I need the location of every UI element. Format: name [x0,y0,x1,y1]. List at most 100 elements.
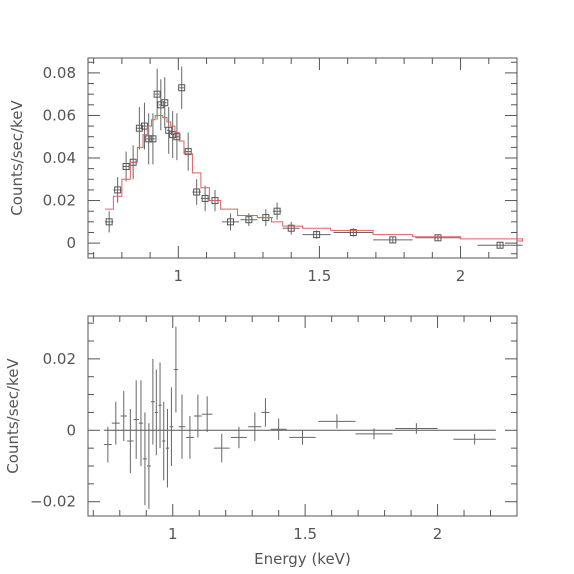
data-point [415,234,461,242]
x-tick-label: 1 [168,525,178,543]
y-tick-label: 0 [66,234,76,252]
data-point [158,362,162,449]
data-point [165,408,170,488]
data-point [162,401,166,481]
bottom-panel-residuals: 1 1.5 2 −0.02 0 0.02 Counts/sec/keV Energy (k… [4,315,518,568]
data-point [142,412,148,506]
bottom-plot-frame [87,315,518,517]
square-marker [201,194,209,202]
x-tick-label: 2 [456,267,466,285]
square-marker [245,216,253,224]
data-point [395,423,438,434]
data-point [201,396,213,433]
square-marker [169,131,177,139]
bottom-x-axis-label: Energy (keV) [254,550,351,568]
data-point [477,241,523,249]
y-tick-label: 0.04 [43,149,76,167]
top-tick-labels: 1 1.5 2 0 0.02 0.04 0.06 0.08 [43,64,466,285]
square-marker [184,148,192,156]
data-point [113,177,122,203]
data-point [178,66,186,110]
square-marker [389,236,397,244]
data-point [161,77,169,129]
data-point [153,68,161,120]
square-marker [122,163,130,171]
square-marker [178,84,186,92]
data-point [103,426,112,463]
data-point [231,426,247,449]
square-marker [157,101,165,109]
data-point [184,132,192,171]
square-marker [496,241,504,249]
data-point [270,418,287,440]
square-marker [313,231,321,239]
data-point [154,369,158,456]
x-tick-label: 1.5 [293,525,317,543]
data-point [282,221,300,235]
top-model-curve [104,114,524,242]
data-point [213,433,230,463]
square-marker [434,234,442,242]
data-point [289,430,316,445]
x-tick-label: 2 [433,525,443,543]
data-point [373,236,413,244]
data-point [248,412,262,441]
data-point [120,391,127,441]
data-point [222,213,239,231]
top-panel-spectrum: 1 1.5 2 0 0.02 0.04 0.06 0.08 Counts/sec/keV [8,57,524,285]
y-tick-label: 0.02 [43,350,76,368]
data-point [173,326,179,413]
square-marker [193,188,201,196]
data-point [140,102,148,150]
x-tick-label: 1 [174,267,184,285]
data-point [133,380,139,459]
data-point [200,185,210,212]
data-point [453,433,496,445]
data-point [272,202,282,220]
x-tick-label: 1.5 [308,267,332,285]
data-point [169,387,174,466]
data-point [135,106,143,150]
square-marker [114,186,122,194]
data-point [192,179,201,205]
data-point [169,111,177,158]
data-point [111,401,120,445]
top-y-axis-label: Counts/sec/keV [8,100,26,216]
square-marker [349,228,357,236]
data-point [261,398,270,427]
square-marker [273,207,281,215]
top-data-points [104,66,523,249]
top-axis-ticks [88,58,518,258]
y-tick-label: 0.08 [43,64,76,82]
data-point [138,380,144,466]
square-marker [135,124,143,132]
square-marker [287,224,295,232]
data-point [127,408,134,474]
data-point [122,151,130,182]
bottom-tick-labels: 1 1.5 2 −0.02 0 0.02 [30,350,442,543]
y-tick-label: 0.06 [43,106,76,124]
square-marker [173,133,181,141]
y-tick-label: −0.02 [30,493,76,511]
bottom-axis-ticks [88,316,518,516]
data-point [151,358,155,445]
data-point [147,423,151,509]
data-point [302,230,331,239]
square-marker [161,99,169,107]
data-point [157,79,165,131]
data-point [165,106,173,154]
bottom-y-axis-label: Counts/sec/keV [4,358,22,474]
y-tick-label: 0.02 [43,192,76,210]
y-tick-label: 0 [66,421,76,439]
data-point [145,113,153,165]
data-point [193,394,202,438]
data-point [104,211,114,233]
bottom-data-points [103,326,496,509]
data-point [173,113,181,161]
data-point [178,394,186,459]
data-point [333,228,374,237]
data-point [355,428,393,440]
square-marker [165,126,173,134]
square-marker [105,218,113,226]
